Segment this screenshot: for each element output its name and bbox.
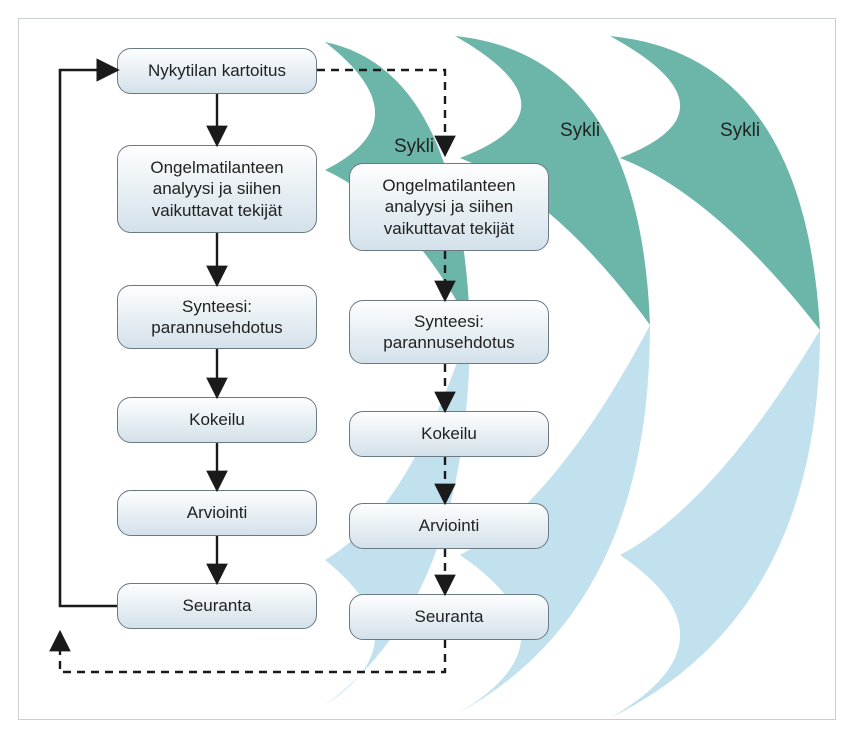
cycle-label-2: Sykli xyxy=(560,120,600,142)
node-nykytilan-kartoitus: Nykytilan kartoitus xyxy=(117,48,317,94)
node-label: Arviointi xyxy=(419,515,479,536)
node-cycle-synteesi: Synteesi: parannusehdotus xyxy=(349,300,549,364)
node-label: Seuranta xyxy=(415,606,484,627)
node-label: Kokeilu xyxy=(421,423,477,444)
node-label: Synteesi: parannusehdotus xyxy=(383,311,514,354)
node-label: Kokeilu xyxy=(189,409,245,430)
node-ongelmatilanteen-analyysi: Ongelmatilanteen analyysi ja siihen vaik… xyxy=(117,145,317,233)
node-cycle-analyysi: Ongelmatilanteen analyysi ja siihen vaik… xyxy=(349,163,549,251)
cycle-label-text: Sykli xyxy=(560,120,600,141)
node-label: Ongelmatilanteen analyysi ja siihen vaik… xyxy=(128,157,306,221)
cycle-label-text: Sykli xyxy=(720,120,760,141)
node-seuranta: Seuranta xyxy=(117,583,317,629)
cycle-label-1: Sykli xyxy=(394,136,434,158)
node-cycle-seuranta: Seuranta xyxy=(349,594,549,640)
node-label: Synteesi: parannusehdotus xyxy=(151,296,282,339)
node-cycle-arviointi: Arviointi xyxy=(349,503,549,549)
diagram-canvas: Sykli Sykli Sykli Nykytilan kartoitus On… xyxy=(0,0,854,738)
cycle-label-3: Sykli xyxy=(720,120,760,142)
cycle-label-text: Sykli xyxy=(394,136,434,157)
node-label: Seuranta xyxy=(183,595,252,616)
node-kokeilu: Kokeilu xyxy=(117,397,317,443)
node-label: Arviointi xyxy=(187,502,247,523)
node-cycle-kokeilu: Kokeilu xyxy=(349,411,549,457)
node-label: Nykytilan kartoitus xyxy=(148,60,286,81)
node-arviointi: Arviointi xyxy=(117,490,317,536)
node-synteesi: Synteesi: parannusehdotus xyxy=(117,285,317,349)
node-label: Ongelmatilanteen analyysi ja siihen vaik… xyxy=(360,175,538,239)
